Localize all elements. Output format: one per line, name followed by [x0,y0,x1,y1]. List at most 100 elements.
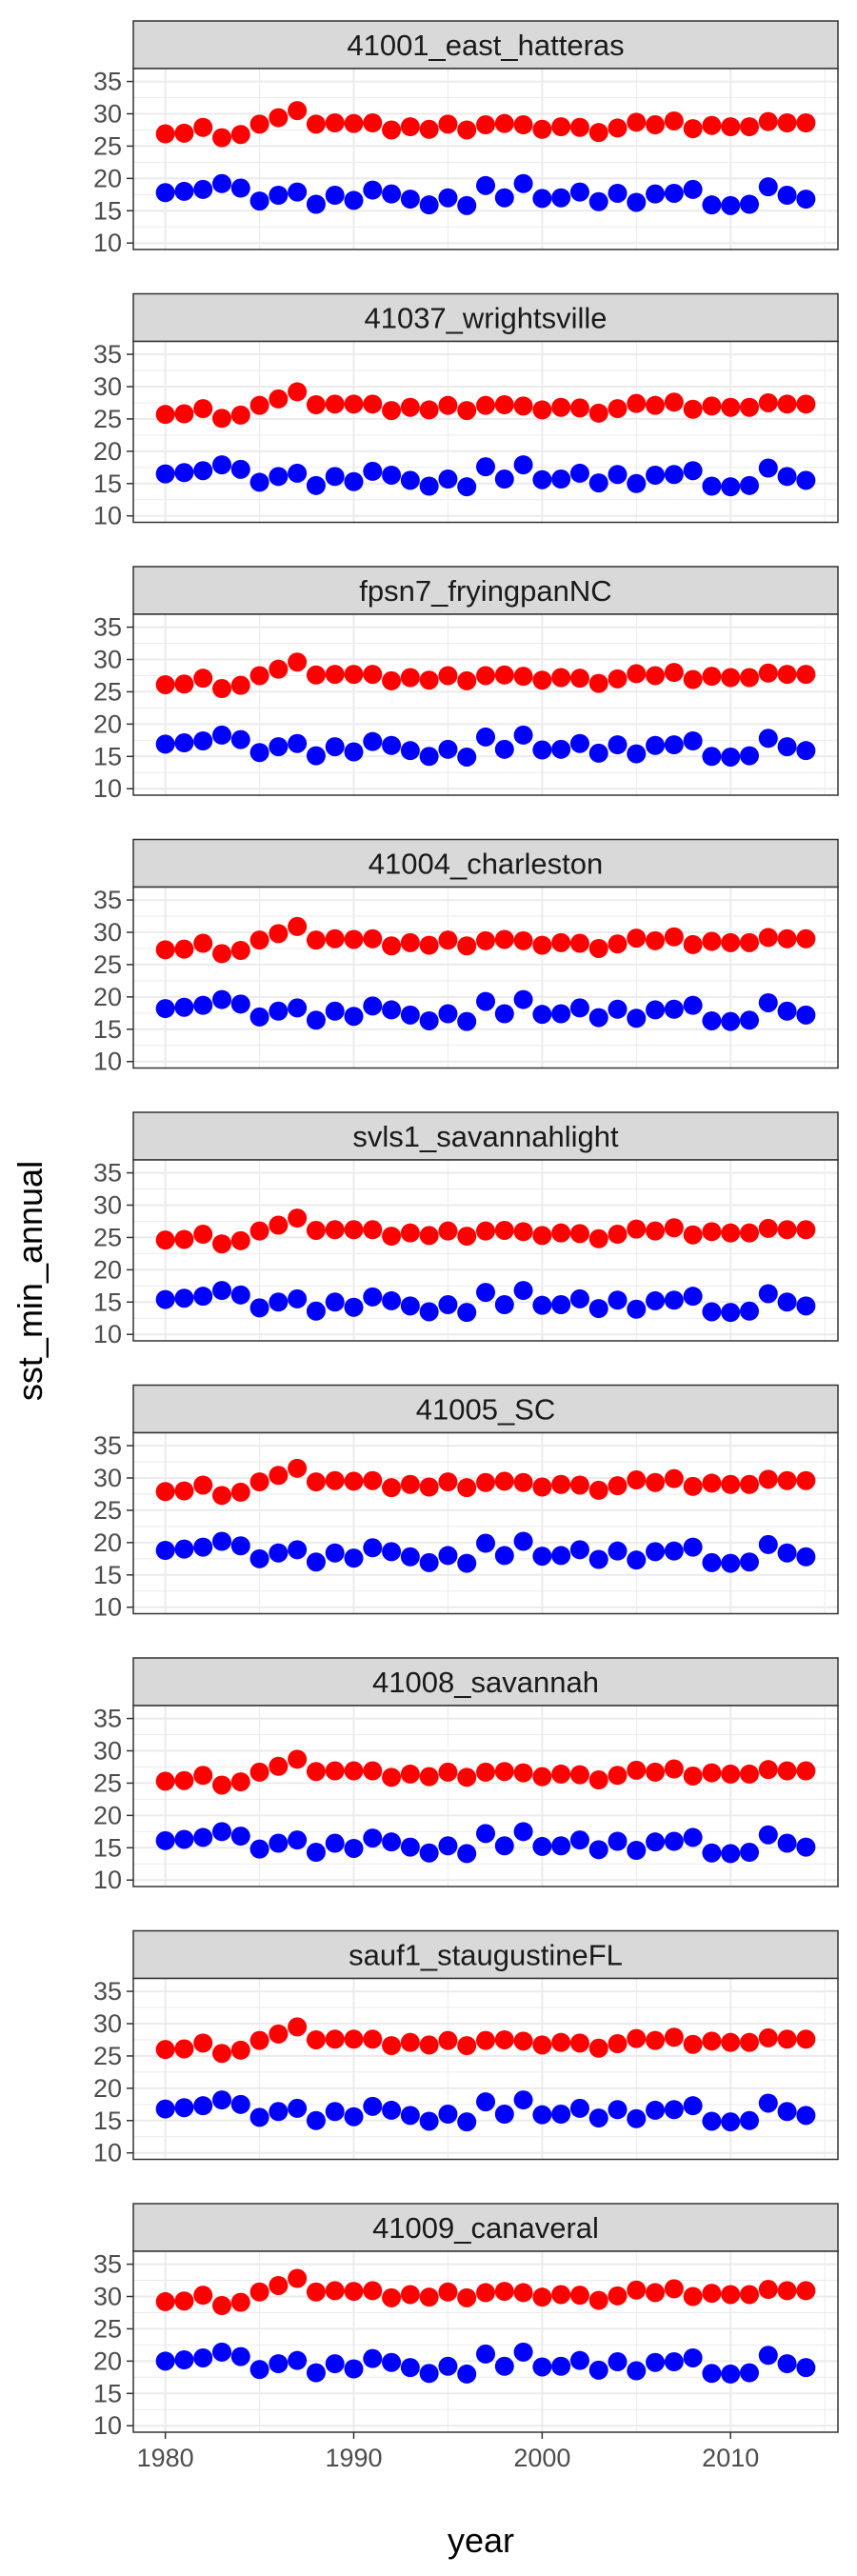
data-point-low [702,1552,722,1572]
y-tick-label: 15 [93,742,122,770]
facet-strip-label: 41008_savannah [372,1666,599,1699]
data-point-low [532,1005,552,1025]
data-point-low [269,1001,289,1021]
data-point-high [306,114,326,134]
data-point-high [758,2027,778,2047]
data-point-high [249,2030,269,2050]
data-point-low [344,190,364,210]
data-point-low [400,1547,420,1567]
data-point-high [569,1475,589,1495]
y-tick-label: 15 [93,1833,122,1862]
data-point-low [288,1288,308,1308]
data-point-low [344,1838,364,1858]
data-point-high [551,2032,571,2052]
data-point-low [457,1844,477,1864]
data-point-low [476,727,495,747]
data-point-high [438,2282,458,2302]
data-point-high [551,668,571,688]
data-point-high [494,2029,514,2049]
data-point-low [344,1297,364,1317]
data-point-high [796,1470,816,1490]
data-point-low [438,1004,458,1024]
panel-border [132,2250,839,2433]
panel-border [132,613,839,796]
data-point-low [721,747,741,767]
data-point-high [155,940,175,960]
data-point-high [569,1765,589,1785]
data-point-high [569,669,589,689]
data-point-low [438,2356,458,2376]
data-point-low [419,747,439,767]
data-point-low [646,2100,666,2120]
data-point-high [664,927,684,947]
data-point-high [476,395,495,415]
data-point-low [306,475,326,495]
y-tick-label: 35 [93,1977,122,2006]
data-point-high [419,935,439,955]
data-point-low [683,179,703,199]
data-point-low [627,1550,647,1570]
data-point-low [249,1298,269,1318]
data-point-high [438,1221,458,1241]
y-tick-label: 30 [93,2009,122,2038]
data-point-high [702,2284,722,2304]
data-point-high [532,1226,552,1246]
data-point-high [683,1766,703,1786]
data-point-high [551,2285,571,2305]
data-point-high [796,1220,816,1240]
data-point-high [476,1221,495,1241]
data-point-low [363,996,383,1016]
data-point-low [382,1542,402,1562]
data-point-high [288,382,308,402]
data-point-low [532,2105,552,2125]
data-point-low [513,455,533,475]
data-point-high [532,670,552,690]
data-point-high [193,1766,213,1786]
data-point-low [344,2107,364,2127]
data-point-low [551,469,571,489]
data-point-high [174,1229,194,1249]
data-point-high [363,113,383,132]
data-point-low [325,1543,345,1563]
data-point-high [211,128,231,148]
data-point-low [174,1539,194,1559]
y-tick-label: 25 [93,2314,122,2343]
data-point-high [532,2287,552,2307]
data-point-low [494,2105,514,2124]
data-point-low [532,740,552,760]
data-point-low [363,731,383,751]
data-point-high [400,1764,420,1784]
data-point-low [269,2102,289,2122]
data-point-low [363,180,383,200]
data-point-low [608,999,628,1019]
data-point-low [249,191,269,211]
data-point-low [193,1537,213,1557]
data-point-low [325,467,345,487]
data-point-high [476,2030,495,2050]
data-point-low [344,2359,364,2379]
data-point-high [325,665,345,685]
data-point-high [230,405,250,425]
data-point-high [419,1226,439,1246]
data-point-high [419,1767,439,1787]
facet-strip-label: svls1_savannahlight [352,1120,619,1153]
data-point-low [646,184,666,204]
data-point-low [457,477,477,497]
data-point-high [551,1474,571,1494]
data-point-low [476,457,495,477]
data-point-high [344,1471,364,1491]
data-point-high [683,669,703,689]
data-point-low [664,2100,684,2120]
data-point-high [363,665,383,685]
y-tick-label: 25 [93,950,122,979]
data-point-high [796,1761,816,1781]
data-point-low [664,1541,684,1561]
data-point-low [569,733,589,753]
y-tick-label: 10 [93,1866,122,1894]
panel-border [132,1159,839,1342]
data-point-high [476,1762,495,1782]
data-point-low [400,1005,420,1025]
y-axis-title: sst_min_annual [10,1161,50,1401]
y-tick-label: 15 [93,1561,122,1589]
facet-panel: 41005_SC 10 15 20 25 30 35 [93,1384,839,1622]
